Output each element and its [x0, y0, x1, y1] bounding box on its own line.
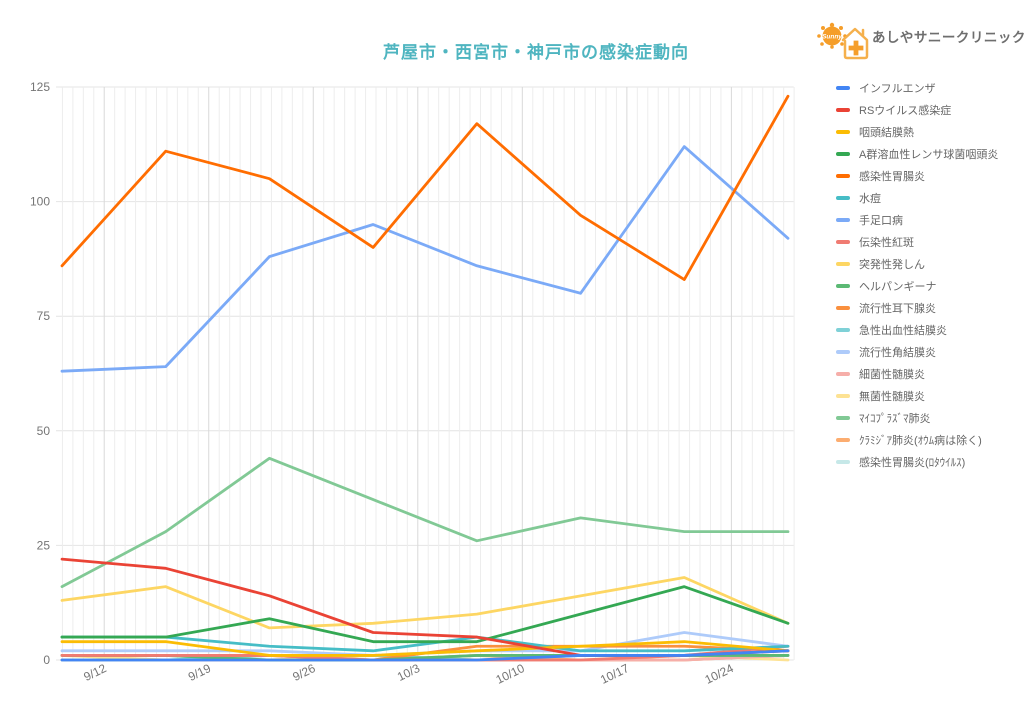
legend-label: 流行性耳下腺炎 — [859, 303, 936, 315]
legend-item-3[interactable]: 咽頭結膜熱 — [836, 121, 998, 143]
legend-item-10[interactable]: ヘルパンギーナ — [836, 275, 998, 297]
legend-swatch — [836, 152, 850, 156]
legend-item-13[interactable]: 流行性角結膜炎 — [836, 341, 998, 363]
legend-label: A群溶血性レンサ球菌咽頭炎 — [859, 149, 999, 161]
legend-label: 咽頭結膜熱 — [859, 127, 914, 139]
legend-item-5[interactable]: 感染性胃腸炎 — [836, 165, 998, 187]
legend-swatch — [836, 262, 850, 266]
legend-label: 感染性胃腸炎(ﾛﾀｳｲﾙｽ) — [859, 457, 966, 469]
legend-item-14[interactable]: 細菌性髄膜炎 — [836, 363, 998, 385]
x-axis-label: 10/17 — [598, 661, 631, 687]
legend-label: 流行性角結膜炎 — [859, 347, 936, 359]
series-line-6 — [60, 635, 790, 653]
chart-title: 芦屋市・西宮市・神戸市の感染症動向 — [383, 43, 689, 62]
house-icon — [841, 27, 869, 60]
legend-label: ｸﾗﾐｼﾞｱ肺炎(ｵｳﾑ病は除く) — [859, 435, 982, 447]
clinic-name: あしやサニークリニック — [872, 30, 1024, 45]
legend-label: 細菌性髄膜炎 — [859, 369, 925, 381]
legend-label: 無菌性髄膜炎 — [859, 391, 925, 403]
legend-swatch — [836, 130, 850, 134]
legend-item-12[interactable]: 急性出血性結膜炎 — [836, 319, 998, 341]
legend-swatch — [836, 394, 850, 398]
legend-swatch — [836, 460, 850, 464]
legend-label: RSウイルス感染症 — [859, 105, 952, 117]
legend-item-9[interactable]: 突発性発しん — [836, 253, 998, 275]
series-line-7 — [60, 145, 790, 373]
series-line-4 — [60, 585, 790, 644]
legend-swatch — [836, 416, 850, 420]
legend-item-8[interactable]: 伝染性紅斑 — [836, 231, 998, 253]
y-axis-label: 50 — [37, 424, 51, 438]
series-line-16 — [60, 456, 790, 589]
legend-swatch — [836, 174, 850, 178]
legend-label: 感染性胃腸炎 — [859, 171, 925, 183]
legend-item-1[interactable]: インフルエンザ — [836, 77, 998, 99]
legend-item-2[interactable]: RSウイルス感染症 — [836, 99, 998, 121]
legend-item-4[interactable]: A群溶血性レンサ球菌咽頭炎 — [836, 143, 998, 165]
series-line-3 — [60, 640, 790, 657]
legend-swatch — [836, 108, 850, 112]
sun-icon: Sunny — [817, 22, 847, 49]
legend-swatch — [836, 240, 850, 244]
clinic-logo: Sunny あしやサニークリニック — [812, 12, 1024, 60]
y-axis-label: 0 — [43, 653, 50, 667]
x-axis-label: 9/12 — [81, 661, 108, 684]
legend-item-6[interactable]: 水痘 — [836, 187, 998, 209]
y-axis-label: 100 — [30, 195, 50, 209]
legend-item-16[interactable]: ﾏｲｺﾌﾟﾗｽﾞﾏ肺炎 — [836, 407, 998, 429]
x-axis-label: 10/3 — [395, 661, 422, 684]
legend-swatch — [836, 372, 850, 376]
svg-text:Sunny: Sunny — [822, 34, 842, 41]
x-axis-label: 10/10 — [494, 661, 527, 687]
x-axis-label: 9/26 — [290, 661, 317, 684]
legend-swatch — [836, 86, 850, 90]
legend-swatch — [836, 306, 850, 310]
legend-swatch — [836, 218, 850, 222]
legend-item-11[interactable]: 流行性耳下腺炎 — [836, 297, 998, 319]
legend-label: 手足口病 — [859, 215, 903, 227]
series-line-9 — [60, 576, 790, 630]
x-axis-label: 9/19 — [186, 661, 213, 684]
legend-swatch — [836, 350, 850, 354]
legend-item-7[interactable]: 手足口病 — [836, 209, 998, 231]
legend-label: 突発性発しん — [859, 259, 925, 271]
series-line-1 — [60, 649, 790, 662]
clinic-logo-icon: Sunny — [817, 22, 869, 60]
legend-swatch — [836, 438, 850, 442]
legend-label: ヘルパンギーナ — [859, 281, 937, 293]
legend-label: ﾏｲｺﾌﾟﾗｽﾞﾏ肺炎 — [859, 413, 931, 425]
legend-label: 伝染性紅斑 — [859, 237, 914, 249]
legend-swatch — [836, 328, 850, 332]
y-axis-label: 25 — [37, 538, 51, 552]
y-axis-label: 75 — [37, 309, 51, 323]
legend-item-15[interactable]: 無菌性髄膜炎 — [836, 385, 998, 407]
legend-label: インフルエンザ — [859, 83, 936, 95]
y-axis-label: 125 — [30, 80, 50, 94]
x-axis-label: 10/24 — [703, 661, 736, 687]
legend-label: 水痘 — [859, 193, 881, 205]
legend-item-17[interactable]: ｸﾗﾐｼﾞｱ肺炎(ｵｳﾑ病は除く) — [836, 429, 998, 451]
cross-icon — [847, 39, 865, 57]
chart-legend: インフルエンザ RSウイルス感染症 咽頭結膜熱 A群溶血性レンサ球菌咽頭炎 感染性胃腸炎… — [836, 77, 998, 473]
series-line-5 — [60, 94, 790, 281]
legend-swatch — [836, 196, 850, 200]
legend-item-18[interactable]: 感染性胃腸炎(ﾛﾀｳｲﾙｽ) — [836, 451, 998, 473]
legend-label: 急性出血性結膜炎 — [859, 325, 947, 337]
legend-swatch — [836, 284, 850, 288]
